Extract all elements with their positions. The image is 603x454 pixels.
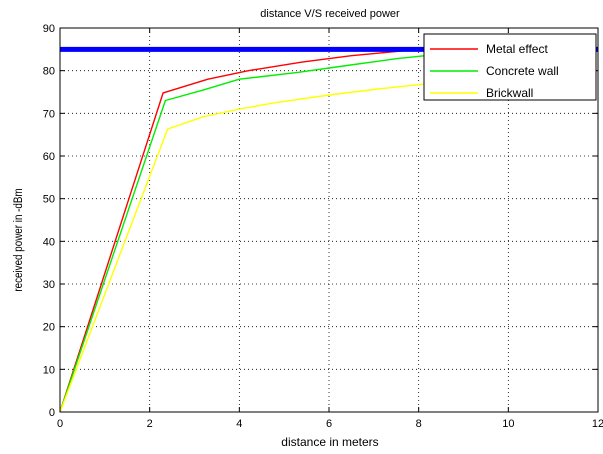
y-tick-label: 60: [43, 151, 55, 163]
x-tick-label: 12: [592, 418, 603, 430]
series-line: [59, 52, 446, 413]
y-tick-label: 70: [43, 108, 55, 120]
chart-title: distance V/S received power: [260, 8, 400, 20]
legend-label: Brickwall: [486, 86, 533, 100]
x-axis-label: distance in meters: [281, 435, 378, 449]
y-tick-label: 90: [43, 23, 55, 35]
y-tick-label: 80: [43, 66, 55, 78]
x-tick-label: 4: [236, 418, 242, 430]
legend-label: Metal effect: [486, 42, 548, 56]
x-tick-label: 6: [326, 418, 332, 430]
series-line: [59, 46, 446, 413]
y-tick-label: 30: [43, 279, 55, 291]
y-tick-label: 0: [49, 407, 55, 419]
series-line: [59, 81, 446, 413]
y-tick-label: 50: [43, 194, 55, 206]
y-tick-label: 10: [43, 364, 55, 376]
series-group: [59, 46, 446, 413]
x-tick-label: 0: [57, 418, 63, 430]
y-tick-label: 40: [43, 236, 55, 248]
legend-label: Concrete wall: [486, 64, 559, 78]
legend: Metal effect Concrete wall Brickwall: [423, 33, 597, 101]
x-tick-label: 10: [502, 418, 514, 430]
x-tick-label: 2: [147, 418, 153, 430]
y-axis-label: received power in -dBm: [12, 188, 25, 291]
axis-ticks: 0 2 4 6 8 10 12 0 10 20 30 40 50 60 70 80 90: [43, 23, 603, 430]
y-tick-label: 20: [43, 322, 55, 334]
x-tick-label: 8: [416, 418, 422, 430]
legend-box: [423, 33, 597, 101]
